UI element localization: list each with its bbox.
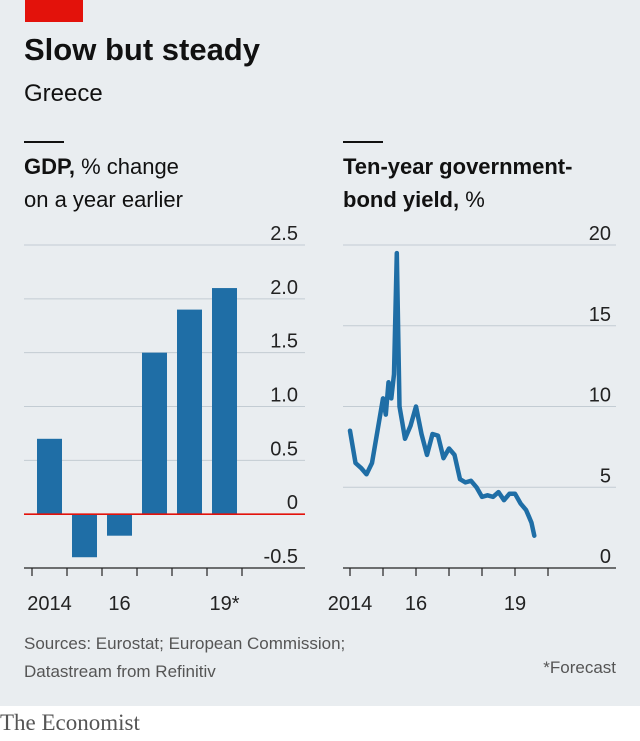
bond-heading-bold: bond yield, bbox=[343, 187, 460, 212]
gdp-heading-bold: GDP, bbox=[24, 154, 75, 179]
gdp-heading-rest: % change bbox=[74, 154, 179, 179]
bond-heading: Ten-year government- bond yield, % bbox=[343, 150, 572, 216]
gdp-bar-2019* bbox=[212, 288, 237, 515]
bond-x-tick-label: 2014 bbox=[328, 593, 373, 615]
economist-red-tag bbox=[25, 0, 83, 22]
bond-y-tick-label: 5 bbox=[600, 465, 611, 487]
gdp-heading-rule bbox=[24, 141, 64, 143]
gdp-bar-chart: 2.5 2.0 1.5 1.0 0.5 0 -0.5 2014 16 19* bbox=[24, 223, 305, 615]
gdp-y-tick-label: 0 bbox=[287, 492, 298, 514]
source-line-2: Datastream from Refinitiv bbox=[24, 662, 216, 681]
gdp-bar-2016 bbox=[107, 514, 132, 536]
bond-yield-line-chart: 20 15 10 5 0 2014 16 19 bbox=[328, 223, 616, 615]
gdp-y-tick-label: 1.5 bbox=[270, 331, 298, 353]
gdp-y-tick-label: 2.0 bbox=[270, 277, 298, 299]
bond-x-tick-label: 16 bbox=[405, 593, 427, 615]
gdp-heading: GDP, % change on a year earlier bbox=[24, 150, 183, 216]
gdp-x-tick-label: 19* bbox=[209, 593, 239, 615]
gdp-x-tick-label: 2014 bbox=[27, 593, 72, 615]
bond-y-tick-label: 0 bbox=[600, 546, 611, 568]
bond-y-tick-label: 20 bbox=[589, 223, 611, 245]
source-line-1: Sources: Eurostat; European Commission; bbox=[24, 634, 346, 653]
bond-yield-series-line bbox=[347, 250, 537, 538]
bond-heading-rule bbox=[343, 141, 383, 143]
gdp-x-tick-label: 16 bbox=[108, 593, 130, 615]
gdp-bar-2015 bbox=[72, 514, 97, 558]
gdp-bar-2017 bbox=[142, 352, 167, 515]
source-note: Sources: Eurostat; European Commission; … bbox=[24, 630, 345, 686]
chart-subtitle: Greece bbox=[24, 80, 103, 107]
gdp-heading-line2: on a year earlier bbox=[24, 187, 183, 212]
gdp-y-tick-label: 0.5 bbox=[270, 438, 298, 460]
economist-brand: The Economist bbox=[0, 710, 140, 735]
bond-heading-rest: % bbox=[459, 187, 485, 212]
gdp-bar-2014 bbox=[37, 438, 62, 515]
gdp-y-tick-label: 1.0 bbox=[270, 385, 298, 407]
bond-heading-line1: Ten-year government- bbox=[343, 154, 573, 179]
bond-x-tick-label: 19 bbox=[504, 593, 526, 615]
bond-y-tick-label: 15 bbox=[589, 304, 611, 326]
chart-title: Slow but steady bbox=[24, 32, 260, 67]
gdp-bar-2018 bbox=[177, 309, 202, 515]
forecast-note: *Forecast bbox=[543, 658, 616, 677]
gdp-y-tick-label: 2.5 bbox=[270, 223, 298, 245]
bond-y-tick-label: 10 bbox=[589, 385, 611, 407]
gdp-y-tick-label: -0.5 bbox=[264, 546, 298, 568]
